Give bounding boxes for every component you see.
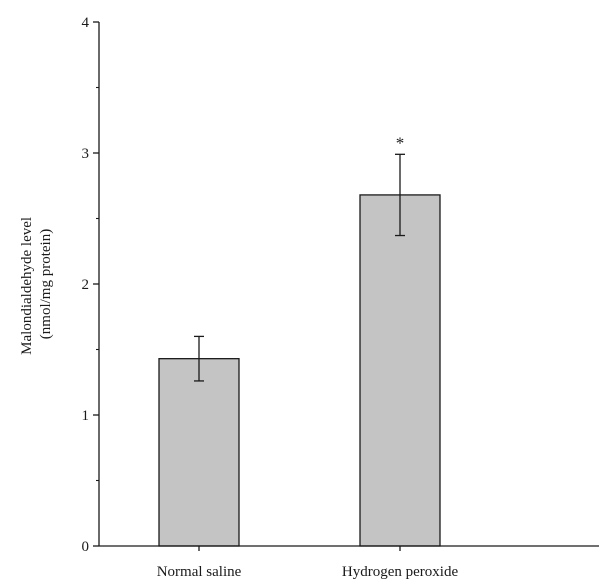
y-tick-label-0: 0 <box>82 539 90 555</box>
x-tick-label-1: Hydrogen peroxide <box>342 564 459 580</box>
x-tick-label-0: Normal saline <box>157 564 242 580</box>
y-tick-label-2: 2 <box>82 277 90 293</box>
significance-marker-1: * <box>396 133 405 152</box>
annotations: * <box>396 133 405 152</box>
y-axis: 0 1 2 3 4 <box>82 15 99 555</box>
bar-1 <box>359 194 441 547</box>
bars <box>158 194 441 547</box>
x-axis: Normal saline Hydrogen peroxide <box>157 546 459 580</box>
y-axis-title-line2: (nmol/mg protein) <box>38 229 54 339</box>
y-axis-title-line1: Malondialdehyde level <box>19 217 35 355</box>
error-bars <box>194 153 405 382</box>
y-tick-label-3: 3 <box>82 146 90 162</box>
y-tick-label-4: 4 <box>82 15 90 31</box>
bar-0 <box>158 358 240 547</box>
y-tick-label-1: 1 <box>82 408 90 424</box>
y-axis-title: Malondialdehyde level (nmol/mg protein) <box>19 213 54 355</box>
